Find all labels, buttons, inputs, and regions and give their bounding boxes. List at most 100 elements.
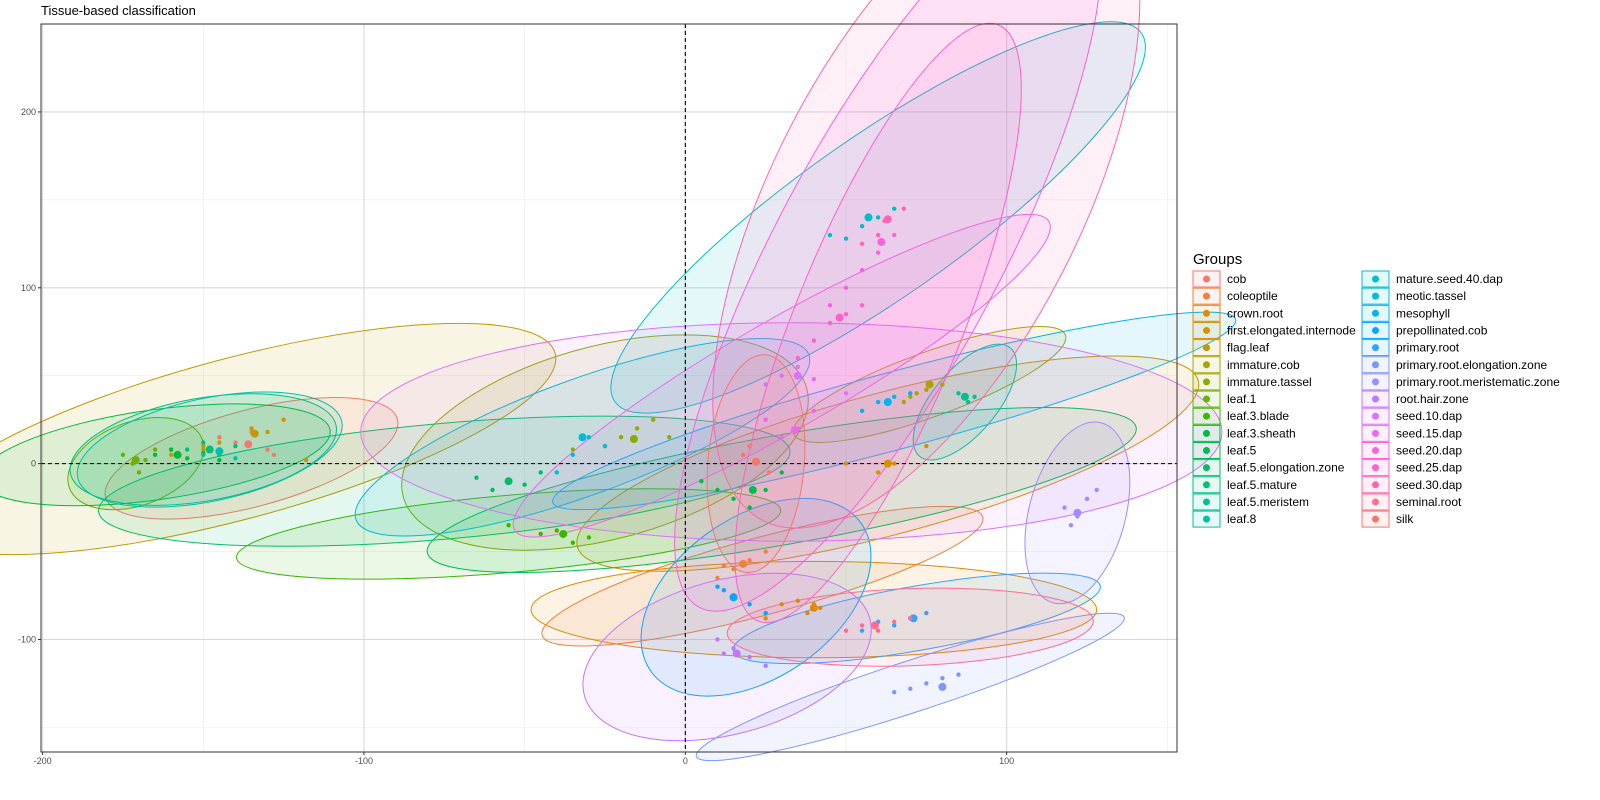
point-meotic-tassel: [586, 435, 592, 440]
point-flag-leaf: [201, 447, 206, 452]
point-primary-root-elongation-zone: [956, 672, 961, 677]
centroid-leaf-5-mature: [205, 445, 214, 454]
point-immature-tassel: [650, 417, 656, 422]
point-leaf-3-blade: [570, 540, 576, 545]
legend-dot-seed-30-dap: [1372, 481, 1379, 489]
legend-label-primary-root: primary.root: [1396, 341, 1460, 355]
legend-dot-mature-seed-40-dap: [1372, 275, 1379, 283]
point-leaf-8: [201, 452, 206, 458]
y-tick-label: 200: [21, 107, 36, 117]
legend-dot-first-elongated-internode: [1203, 326, 1210, 334]
x-tick-label: -100: [355, 756, 373, 766]
centroid-coleoptile: [739, 559, 748, 568]
centroid-leaf-3-blade: [559, 529, 568, 538]
centroid-leaf-5: [748, 485, 757, 494]
legend-dot-coleoptile: [1203, 292, 1210, 300]
point-mature-seed-40-dap: [875, 215, 881, 220]
point-cob: [271, 452, 277, 458]
centroid-flag-leaf: [250, 429, 259, 438]
point-leaf-5-meristem: [972, 394, 977, 399]
centroid-root-hair-zone: [732, 649, 741, 658]
point-coleoptile: [763, 549, 768, 554]
legend-label-silk: silk: [1396, 512, 1414, 526]
centroid-seed-25-dap: [835, 313, 844, 322]
point-root-hair-zone: [721, 651, 727, 656]
y-tick-label: 0: [31, 459, 36, 469]
legend-dot-seed-20-dap: [1372, 447, 1379, 454]
x-tick-label: 100: [999, 756, 1014, 766]
centroid-seminal-root: [870, 621, 879, 630]
point-first-elongated-internode: [281, 417, 286, 422]
point-primary-root: [892, 623, 897, 628]
point-leaf-1: [152, 447, 158, 452]
point-seed-10-dap: [763, 382, 768, 387]
point-immature-cob: [908, 394, 913, 399]
legend-dot-primary-root-meristematic-zone: [1372, 378, 1379, 386]
point-leaf-3-blade: [554, 528, 559, 533]
point-leaf-5: [763, 487, 768, 493]
point-seed-20-dap: [843, 285, 849, 290]
legend-label-root-hair-zone: root.hair.zone: [1396, 392, 1469, 406]
legend-dot-primary-root-elongation-zone: [1372, 361, 1379, 369]
y-tick-label: -100: [18, 634, 36, 644]
centroid-leaf-3-sheath: [173, 450, 182, 459]
point-mature-seed-40-dap: [859, 224, 865, 229]
point-seminal-root: [859, 623, 865, 628]
point-primary-root-elongation-zone: [892, 690, 897, 695]
point-seed-30-dap: [859, 241, 865, 247]
legend-dot-seed-25-dap: [1372, 464, 1379, 472]
centroid-mature-seed-40-dap: [864, 213, 873, 222]
point-prepollinated-cob: [763, 610, 768, 616]
point-immature-tassel: [618, 435, 624, 440]
centroid-primary-root-meristematic-zone: [1073, 508, 1082, 517]
legend-dot-leaf-8: [1203, 515, 1210, 523]
legend-label-coleoptile: coleoptile: [1227, 289, 1278, 303]
ellipse-mesophyll: [552, 311, 1237, 511]
point-coleoptile: [721, 563, 727, 568]
point-leaf-5-mature: [233, 443, 238, 449]
point-root-hair-zone: [763, 663, 768, 669]
point-leaf-1: [136, 470, 142, 475]
legend-label-leaf-3-blade: leaf.3.blade: [1227, 409, 1289, 423]
plot-background: [41, 24, 1177, 752]
point-immature-cob: [914, 391, 919, 396]
legend-dot-leaf-3-sheath: [1203, 429, 1210, 437]
legend-label-seed-20-dap: seed.20.dap: [1396, 444, 1462, 458]
point-first-elongated-internode: [249, 426, 254, 431]
point-immature-cob: [940, 382, 945, 387]
centroid-prepollinated-cob: [729, 593, 738, 602]
legend-title: Groups: [1193, 251, 1242, 268]
point-immature-cob: [924, 387, 929, 392]
centroid-leaf-8: [215, 447, 224, 456]
point-seed-20-dap: [827, 303, 833, 308]
point-leaf-5: [747, 505, 752, 510]
point-seed-30-dap: [901, 206, 907, 211]
legend-label-flag-leaf: flag.leaf: [1227, 341, 1270, 355]
point-seed-15-dap: [779, 435, 784, 440]
legend-dot-immature-cob: [1203, 361, 1210, 369]
legend-dot-silk: [1372, 515, 1379, 523]
point-leaf-5-elongation-zone: [490, 487, 495, 493]
legend-dot-seminal-root: [1372, 498, 1379, 506]
point-crown-root: [779, 602, 784, 607]
legend-label-leaf-1: leaf.1: [1227, 392, 1257, 406]
point-seed-25-dap: [811, 338, 817, 343]
ellipse-seed-20-dap: [674, 0, 1102, 612]
point-root-hair-zone: [747, 654, 752, 660]
legend-label-seminal-root: seminal.root: [1396, 495, 1462, 509]
point-leaf-3-sheath: [217, 457, 222, 463]
point-crown-root: [818, 605, 823, 611]
point-primary-root-meristematic-zone: [1062, 505, 1067, 510]
point-leaf-5: [731, 496, 736, 501]
point-leaf-5: [699, 478, 704, 484]
point-leaf-5: [715, 487, 720, 493]
point-prepollinated-cob: [721, 588, 727, 593]
point-immature-tassel: [667, 435, 672, 440]
point-primary-root: [859, 628, 865, 633]
legend-label-leaf-5: leaf.5: [1227, 444, 1257, 458]
point-meotic-tassel: [570, 452, 576, 458]
point-primary-root-elongation-zone: [940, 675, 945, 681]
centroid-first-elongated-internode: [883, 459, 892, 468]
point-mature-seed-40-dap: [843, 236, 849, 241]
